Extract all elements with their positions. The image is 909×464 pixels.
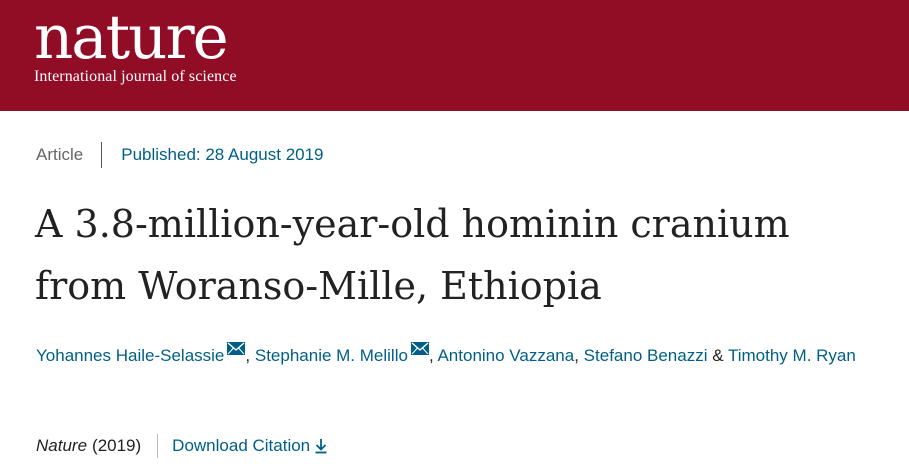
- logo-tagline: International journal of science: [34, 68, 237, 85]
- author-link[interactable]: Antonino Vazzana: [437, 346, 575, 365]
- nature-logo[interactable]: nature International journal of science: [34, 0, 237, 86]
- publication-date: Published: 28 August 2019: [121, 145, 324, 164]
- mail-icon[interactable]: [227, 342, 246, 355]
- logo-wordmark: nature: [34, 2, 229, 73]
- author-link[interactable]: Stefano Benazzi: [583, 346, 708, 365]
- author-list: Yohannes Haile-Selassie, Stephanie M. Me…: [36, 338, 896, 373]
- download-citation-link[interactable]: Download Citation: [172, 436, 328, 456]
- author-link[interactable]: Timothy M. Ryan: [727, 346, 856, 365]
- download-citation-label: Download Citation: [172, 436, 311, 455]
- title-line-2: from Woranso-Mille, Ethiopia: [35, 264, 602, 308]
- mail-icon[interactable]: [410, 342, 429, 355]
- site-header: nature International journal of science: [0, 0, 909, 111]
- author-separator: ,: [428, 346, 434, 365]
- title-line-1: A 3.8-million-year-old hominin cranium: [35, 202, 790, 246]
- download-icon: [314, 438, 328, 454]
- meta-divider: [101, 142, 103, 168]
- article-title: A 3.8-million-year-old hominin cranium f…: [35, 193, 895, 317]
- author-ampersand: &: [712, 346, 724, 365]
- author-separator: ,: [574, 346, 579, 365]
- citation-divider: [157, 434, 159, 458]
- article-meta: Article Published: 28 August 2019: [36, 140, 324, 170]
- publication-year: (2019): [92, 436, 142, 455]
- article-type: Article: [36, 145, 84, 164]
- citation-bar: Nature (2019) Download Citation: [36, 431, 328, 461]
- journal-name: Nature: [36, 436, 88, 455]
- author-separator: ,: [245, 346, 251, 365]
- author-link[interactable]: Yohannes Haile-Selassie: [36, 346, 225, 365]
- author-link[interactable]: Stephanie M. Melillo: [254, 346, 408, 365]
